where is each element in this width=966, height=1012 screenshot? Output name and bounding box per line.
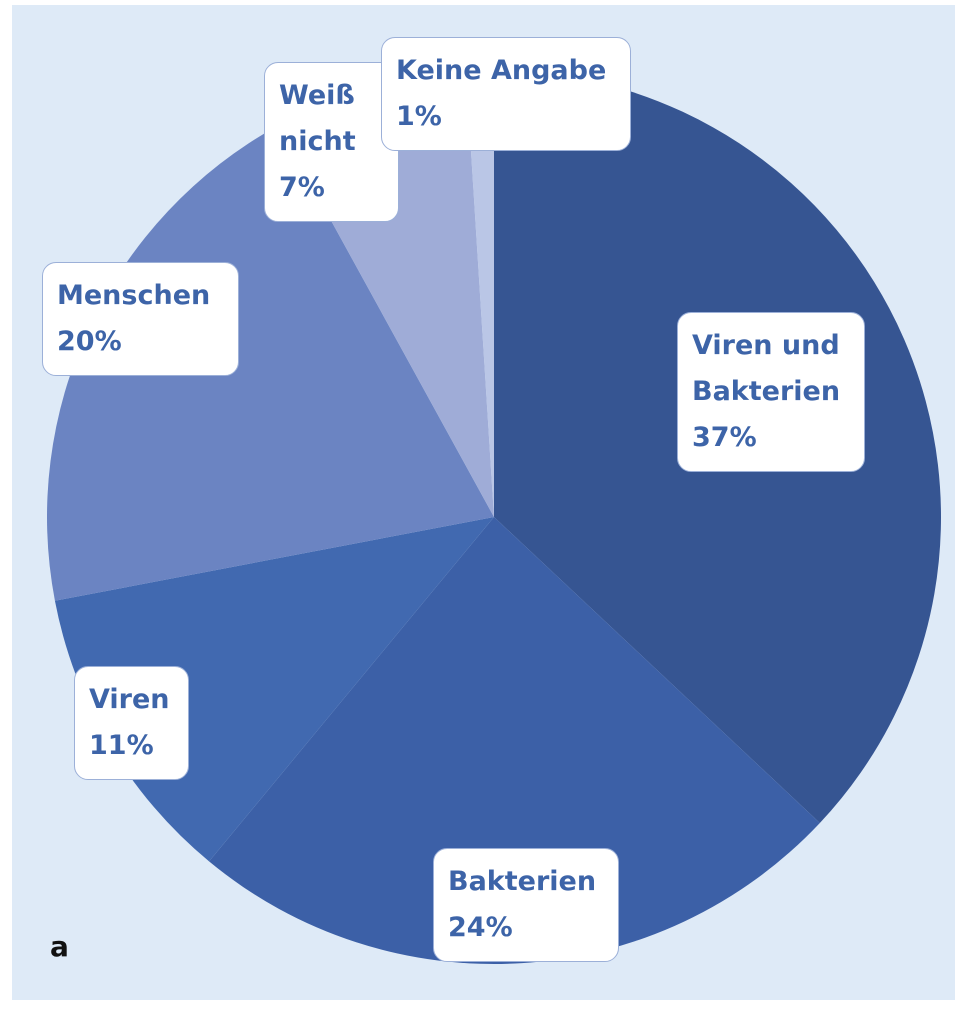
value-label: 7% [279,172,325,203]
category-label: Menschen [57,280,211,311]
pie-slice [209,517,820,965]
value-label: 11% [89,730,154,761]
data-label: Viren 11% [74,666,189,780]
value-label: 1% [396,101,442,132]
value-label: 37% [692,422,757,453]
data-label: Bakterien 24% [433,848,619,962]
data-label: Menschen 20% [42,262,239,376]
category-label: Bakterien [448,866,597,897]
category-label: Keine Angabe [396,55,607,86]
category-label: Viren [89,684,170,715]
data-label: Viren und Bakterien 37% [677,312,865,472]
panel-label: a [50,930,69,963]
data-label: Weiß nicht 7% [264,62,399,222]
data-label: Keine Angabe 1% [381,37,631,151]
value-label: 20% [57,326,122,357]
pie-slice [46,125,494,601]
value-label: 24% [448,912,513,943]
category-label: Weiß nicht [279,80,356,157]
category-label: Viren und Bakterien [692,330,841,407]
pie-slice [465,70,494,517]
